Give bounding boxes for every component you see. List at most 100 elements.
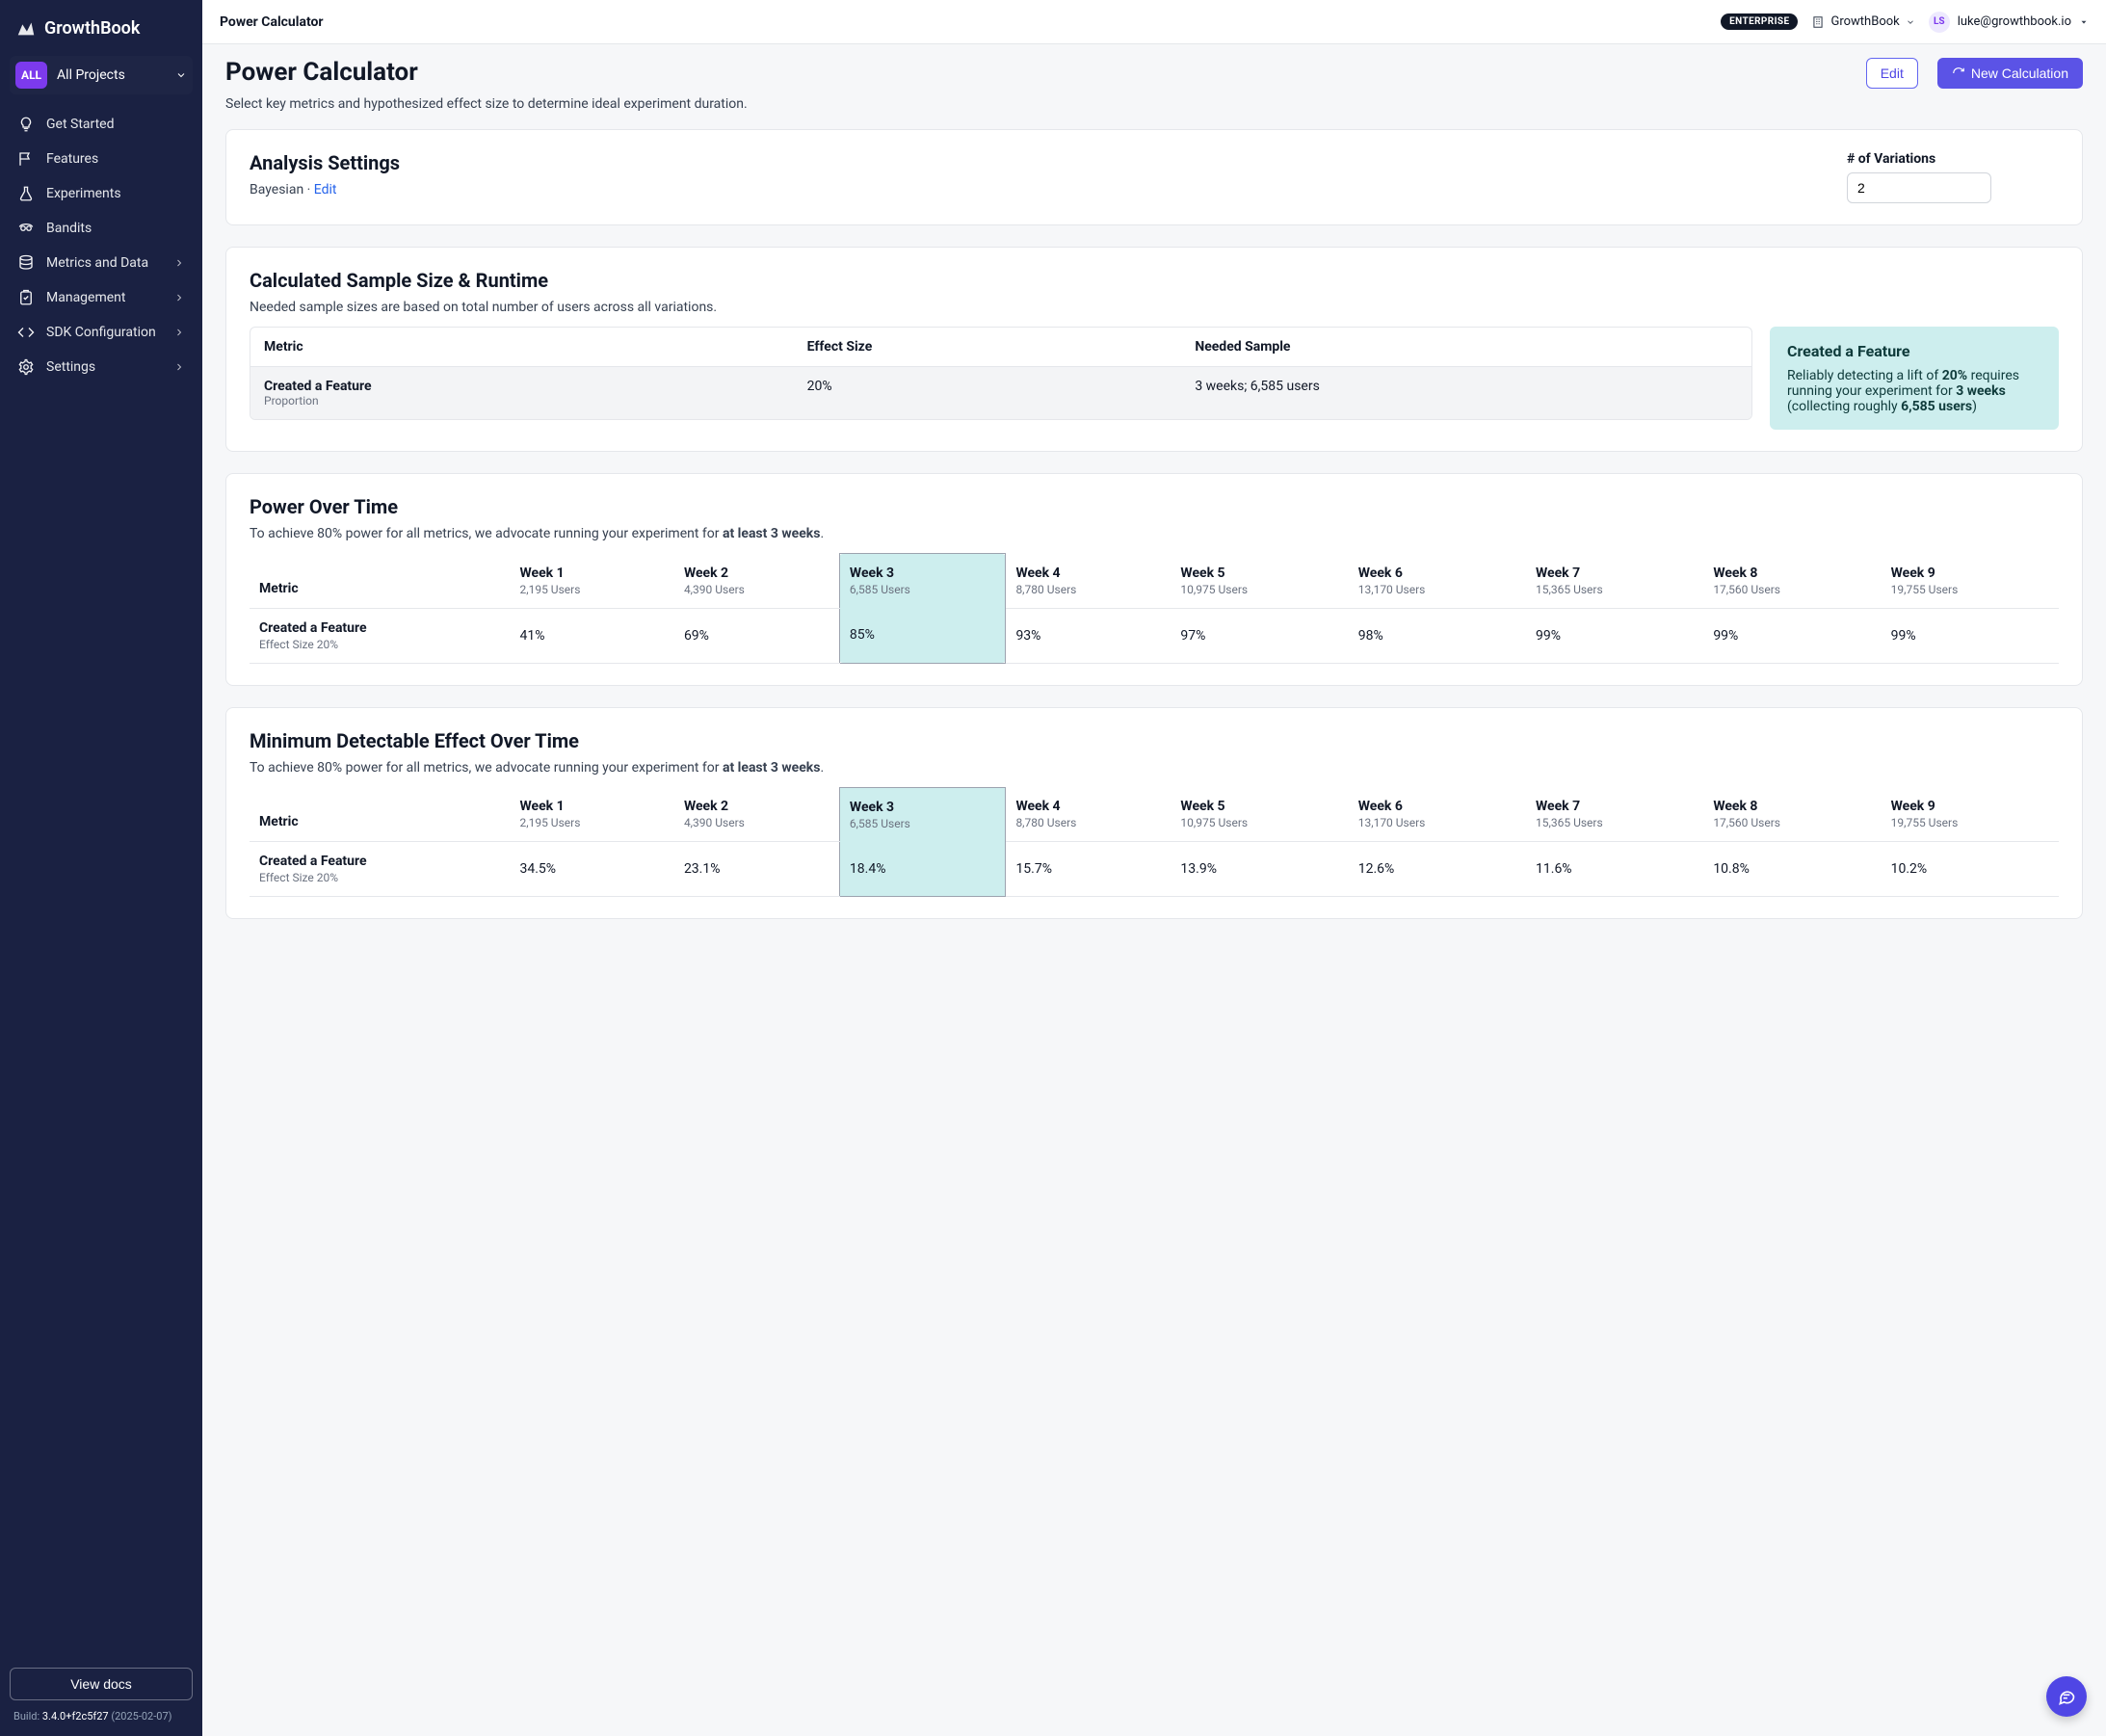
col-effect: Effect Size xyxy=(807,339,1196,355)
project-label: All Projects xyxy=(57,67,166,83)
nav-metrics[interactable]: Metrics and Data xyxy=(10,247,193,279)
row-metric: Created a FeatureEffect Size 20% xyxy=(250,608,510,663)
building-icon xyxy=(1811,15,1825,29)
col-week: Week 12,195 Users xyxy=(510,554,673,609)
sample-callout: Created a Feature Reliably detecting a l… xyxy=(1770,327,2059,430)
chevron-down-icon xyxy=(1906,17,1915,27)
flask-icon xyxy=(17,185,35,202)
analysis-settings-card: Analysis Settings Bayesian · Edit # of V… xyxy=(225,129,2083,225)
col-week: Week 817,560 Users xyxy=(1703,787,1881,842)
nav-experiments[interactable]: Experiments xyxy=(10,177,193,210)
variations-label: # of Variations xyxy=(1847,151,2059,167)
org-selector[interactable]: GrowthBook xyxy=(1811,14,1914,29)
bandit-icon xyxy=(17,220,35,237)
chevron-down-icon xyxy=(2079,17,2089,27)
cell-value: 11.6% xyxy=(1526,842,1703,897)
nav-settings[interactable]: Settings xyxy=(10,351,193,383)
col-week: Week 919,755 Users xyxy=(1882,554,2059,609)
chevron-right-icon xyxy=(173,327,185,338)
cell-value: 99% xyxy=(1526,608,1703,663)
page-title: Power Calculator xyxy=(225,58,1847,87)
analysis-engine: Bayesian xyxy=(250,182,303,197)
col-metric: Metric xyxy=(264,339,807,355)
variations-input[interactable] xyxy=(1847,172,1991,203)
col-week: Week 817,560 Users xyxy=(1703,554,1881,609)
cell-value: 23.1% xyxy=(674,842,839,897)
view-docs-button[interactable]: View docs xyxy=(10,1668,193,1700)
project-badge: ALL xyxy=(15,62,47,89)
nav-bandits[interactable]: Bandits xyxy=(10,212,193,245)
mde-heading: Minimum Detectable Effect Over Time xyxy=(250,729,2059,752)
cell-value: 97% xyxy=(1171,608,1348,663)
flag-icon xyxy=(17,150,35,168)
cell-value: 18.4% xyxy=(839,842,1006,897)
page-subtitle: Select key metrics and hypothesized effe… xyxy=(225,96,1847,112)
build-info: Build: 3.4.0+f2c5f27 (2025-02-07) xyxy=(10,1710,193,1723)
logo[interactable]: GrowthBook xyxy=(10,13,193,56)
user-selector[interactable]: LS luke@growthbook.io xyxy=(1929,12,2089,33)
power-card: Power Over Time To achieve 80% power for… xyxy=(225,473,2083,686)
code-icon xyxy=(17,324,35,341)
database-icon xyxy=(17,254,35,272)
cell-value: 10.8% xyxy=(1703,842,1881,897)
edit-button[interactable]: Edit xyxy=(1866,58,1918,89)
mde-table: MetricWeek 12,195 UsersWeek 24,390 Users… xyxy=(250,787,2059,898)
chevron-down-icon xyxy=(175,69,187,81)
sample-row[interactable]: Created a Feature Proportion 20% 3 weeks… xyxy=(250,367,1751,419)
col-week: Week 24,390 Users xyxy=(674,787,839,842)
col-week: Week 613,170 Users xyxy=(1349,554,1526,609)
callout-body: Reliably detecting a lift of 20% require… xyxy=(1787,368,2041,414)
col-week: Week 24,390 Users xyxy=(674,554,839,609)
col-week: Week 510,975 Users xyxy=(1171,787,1348,842)
analysis-edit-link[interactable]: Edit xyxy=(314,182,337,197)
col-week: Week 613,170 Users xyxy=(1349,787,1526,842)
chat-fab[interactable] xyxy=(2046,1676,2087,1717)
mde-sub: To achieve 80% power for all metrics, we… xyxy=(250,760,2059,776)
topbar-title: Power Calculator xyxy=(220,14,324,30)
col-week: Week 36,585 Users xyxy=(839,787,1006,842)
col-week: Week 48,780 Users xyxy=(1006,554,1171,609)
cell-value: 15.7% xyxy=(1006,842,1171,897)
chevron-right-icon xyxy=(173,257,185,269)
cell-value: 13.9% xyxy=(1171,842,1348,897)
power-sub: To achieve 80% power for all metrics, we… xyxy=(250,526,2059,541)
col-week: Week 715,365 Users xyxy=(1526,787,1703,842)
gear-icon xyxy=(17,358,35,376)
chevron-right-icon xyxy=(173,292,185,303)
cell-value: 12.6% xyxy=(1349,842,1526,897)
cell-value: 99% xyxy=(1703,608,1881,663)
col-week: Week 48,780 Users xyxy=(1006,787,1171,842)
nav-management[interactable]: Management xyxy=(10,281,193,314)
cell-value: 10.2% xyxy=(1882,842,2059,897)
new-calculation-button[interactable]: New Calculation xyxy=(1937,58,2083,89)
sample-sub: Needed sample sizes are based on total n… xyxy=(250,300,2059,315)
lightbulb-icon xyxy=(17,116,35,133)
sample-table: Metric Effect Size Needed Sample Created… xyxy=(250,327,1752,420)
nav-sdk[interactable]: SDK Configuration xyxy=(10,316,193,349)
cell-value: 98% xyxy=(1349,608,1526,663)
cell-value: 85% xyxy=(839,608,1006,663)
cell-value: 93% xyxy=(1006,608,1171,663)
power-heading: Power Over Time xyxy=(250,495,2059,518)
row-metric: Created a FeatureEffect Size 20% xyxy=(250,842,510,897)
col-metric: Metric xyxy=(250,787,510,842)
chevron-right-icon xyxy=(173,361,185,373)
avatar: LS xyxy=(1929,12,1950,33)
project-selector[interactable]: ALL All Projects xyxy=(10,56,193,94)
cell-value: 99% xyxy=(1882,608,2059,663)
nav-get-started[interactable]: Get Started xyxy=(10,108,193,141)
cell-value: 34.5% xyxy=(510,842,673,897)
sample-card: Calculated Sample Size & Runtime Needed … xyxy=(225,247,2083,452)
col-week: Week 919,755 Users xyxy=(1882,787,2059,842)
nav: Get Started Features Experiments Bandits… xyxy=(10,108,193,383)
col-needed: Needed Sample xyxy=(1195,339,1738,355)
col-week: Week 12,195 Users xyxy=(510,787,673,842)
sidebar: GrowthBook ALL All Projects Get Started … xyxy=(0,0,202,1736)
col-week: Week 510,975 Users xyxy=(1171,554,1348,609)
analysis-heading: Analysis Settings xyxy=(250,151,1808,174)
refresh-icon xyxy=(1952,66,1965,80)
col-metric: Metric xyxy=(250,554,510,609)
chat-icon xyxy=(2057,1687,2076,1706)
cell-value: 69% xyxy=(674,608,839,663)
nav-features[interactable]: Features xyxy=(10,143,193,175)
